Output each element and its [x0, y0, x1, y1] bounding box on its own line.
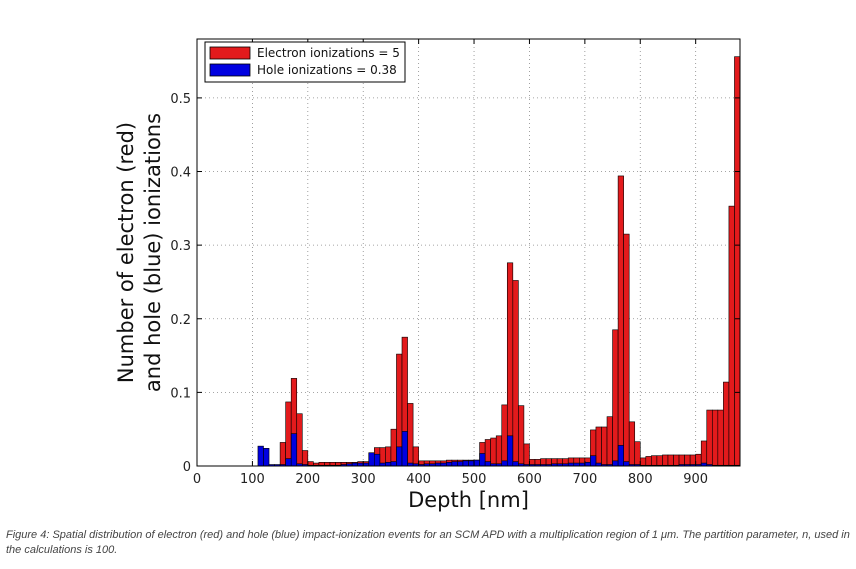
hole-bar	[501, 460, 508, 467]
hole-bar	[506, 435, 514, 467]
hole-bar	[623, 461, 630, 467]
electron-bar	[490, 437, 497, 467]
electron-bar	[656, 455, 663, 467]
y-tick-label: 0.4	[170, 166, 191, 181]
x-tick-label: 200	[295, 472, 320, 487]
electron-bar	[628, 421, 636, 467]
hole-bar	[451, 461, 458, 467]
hole-bar	[257, 445, 264, 467]
hole-bar	[374, 453, 381, 467]
electron-bar	[623, 233, 630, 467]
ticks: 0 100 200 300 400 500 600 700 800 900 0 0.1 0.2 0.3 0.…	[170, 39, 740, 487]
x-tick-label: 0	[193, 472, 201, 487]
electron-bar	[606, 416, 613, 467]
electron-bar	[645, 456, 652, 467]
y-tick-label: 0.5	[170, 92, 191, 107]
x-axis-title: Depth [nm]	[408, 488, 529, 512]
electron-bar	[523, 443, 530, 467]
electron-bar	[512, 280, 519, 467]
electron-bar	[700, 440, 708, 467]
x-tick-label: 600	[517, 472, 542, 487]
electron-bar	[667, 454, 674, 467]
hole-bar	[612, 460, 619, 467]
y-axis-title-line1: Number of electron (red)	[114, 122, 138, 383]
electron-bar	[407, 403, 414, 467]
y-tick-label: 0.1	[170, 386, 191, 401]
x-tick-label: 400	[406, 472, 431, 487]
legend: Electron ionizations = 5 Hole ionization…	[204, 41, 406, 83]
electron-bar	[279, 442, 286, 467]
electron-bar	[662, 454, 669, 467]
electron-bar	[711, 409, 719, 467]
hole-bar	[368, 452, 375, 467]
electron-bar	[285, 401, 292, 467]
hole-bar	[446, 462, 453, 467]
hole-bar	[484, 461, 491, 467]
legend-swatch-hole	[209, 63, 251, 77]
electron-bar	[651, 455, 658, 467]
y-tick-label: 0.3	[170, 239, 191, 254]
electron-bar	[734, 56, 741, 467]
figure-caption: Figure 4: Spatial distribution of electr…	[6, 529, 850, 556]
electron-bar	[501, 404, 508, 467]
x-tick-label: 800	[628, 472, 653, 487]
electron-bar	[612, 329, 619, 467]
hole-bar	[401, 431, 408, 467]
electron-bar	[673, 454, 680, 467]
electron-bar	[634, 441, 641, 467]
bars	[257, 56, 741, 467]
hole-bar	[590, 455, 597, 467]
electron-bar	[595, 426, 602, 467]
electron-bar	[601, 426, 608, 467]
hole-bar	[285, 458, 292, 467]
electron-bar	[495, 435, 503, 467]
y-tick-label: 0.2	[170, 313, 191, 328]
electron-bar	[412, 446, 419, 467]
electron-bar	[617, 175, 624, 467]
hole-bar	[457, 461, 464, 467]
y-axis-title-line2: and hole (blue) ionizations	[141, 113, 165, 392]
electron-bar	[296, 413, 303, 467]
gridlines	[197, 39, 740, 466]
electron-bar	[717, 409, 724, 467]
electron-bar	[518, 405, 525, 467]
hole-bar	[390, 461, 397, 467]
hole-bar	[479, 453, 486, 467]
hole-bar	[385, 462, 392, 467]
plot-frame	[196, 38, 741, 467]
x-tick-label: 700	[572, 472, 597, 487]
x-tick-label: 100	[240, 472, 265, 487]
x-tick-label: 300	[351, 472, 376, 487]
electron-bar	[706, 409, 713, 467]
electron-bar	[390, 428, 397, 467]
hole-bar	[396, 446, 403, 467]
hole-bar	[462, 460, 469, 467]
hole-bar	[263, 448, 270, 467]
legend-swatch-electron	[209, 46, 251, 60]
electron-bar	[723, 381, 730, 467]
x-tick-label: 900	[683, 472, 708, 487]
hole-bar	[290, 433, 298, 467]
x-tick-label: 500	[462, 472, 487, 487]
hole-bar	[584, 462, 591, 467]
hole-bar	[473, 459, 480, 467]
hole-bar	[512, 461, 519, 467]
y-tick-label: 0	[183, 460, 191, 475]
legend-label-hole: Hole ionizations = 0.38	[257, 63, 397, 77]
hole-bar	[468, 460, 475, 467]
electron-bar	[728, 205, 735, 467]
bar-chart: 0 100 200 300 400 500 600 700 800 900 0 0.1 0.2 0.3 0.…	[114, 38, 741, 512]
electron-bar	[639, 457, 647, 467]
legend-label-electron: Electron ionizations = 5	[257, 46, 400, 60]
hole-bar	[617, 445, 624, 467]
electron-bar	[301, 450, 309, 467]
